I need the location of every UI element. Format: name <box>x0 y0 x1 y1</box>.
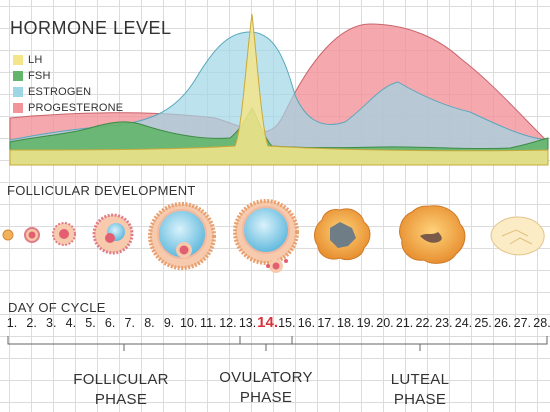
day-label: 23. <box>435 316 453 330</box>
day-label: 11. <box>200 316 217 330</box>
day-label: 9. <box>163 316 175 330</box>
day-label: 5. <box>85 316 96 330</box>
ovulating-follicle <box>233 199 299 273</box>
luteal-bracket <box>291 336 548 345</box>
early-antral-follicle <box>92 213 134 255</box>
day-label: 7. <box>124 316 135 330</box>
day-label: 15. <box>278 316 296 330</box>
antral-follicle <box>148 202 216 270</box>
ovulatory-phase-label: OVULATORY PHASE <box>206 368 326 408</box>
day-label: 4. <box>65 316 77 330</box>
estrogen-swatch <box>13 87 23 97</box>
progesterone-swatch <box>13 103 23 113</box>
follicular-development-title: FOLLICULAR DEVELOPMENT <box>7 183 196 198</box>
follicular-phase-line1: FOLLICULAR <box>73 371 169 388</box>
corpus-albicans <box>490 216 545 256</box>
ovulatory-phase-line1: OVULATORY <box>219 369 313 386</box>
luteal-phase-line2: PHASE <box>393 391 447 408</box>
corpus-luteum-early <box>314 208 371 261</box>
corpus-luteum-mature <box>399 205 466 264</box>
day-label: 8. <box>144 316 155 330</box>
day-of-cycle-axis: 1. 2. 3. 4. 5. 6. 7. 8. 9. 10. 11. 12. 13. 14. 15. 16. 1… <box>4 314 550 334</box>
legend-item-estrogen: ESTROGEN <box>13 84 123 100</box>
fsh-swatch <box>13 71 23 81</box>
legend-item-progesterone: PROGESTERONE <box>13 100 123 116</box>
hormone-legend: LH FSH ESTROGEN PROGESTERONE <box>13 52 123 116</box>
day-label: 3. <box>46 316 57 330</box>
day-label: 22. <box>415 316 433 330</box>
day-label: 2. <box>26 316 37 330</box>
day-label: 6. <box>104 316 116 330</box>
lh-swatch <box>13 55 23 65</box>
follicular-phase-label: FOLLICULAR PHASE <box>56 370 186 410</box>
day-label: 10. <box>179 316 198 330</box>
day-label: 24. <box>454 316 473 330</box>
legend-item-fsh: FSH <box>13 68 123 84</box>
day-of-cycle-title: DAY OF CYCLE <box>8 300 106 315</box>
day-label: 19. <box>356 316 375 330</box>
day-label: 17. <box>317 316 335 330</box>
day-label: 18. <box>337 316 355 330</box>
primary-follicle <box>24 227 40 243</box>
day-label: 16. <box>297 316 316 330</box>
luteal-phase-line1: LUTEAL <box>390 371 450 388</box>
follicular-bracket <box>7 336 241 345</box>
day-label: 27. <box>513 316 532 330</box>
ovulatory-bracket <box>239 336 293 345</box>
legend-label: LH <box>28 54 43 66</box>
day-label: 14. <box>257 314 279 331</box>
day-label: 12. <box>219 316 237 330</box>
hormone-level-title: HORMONE LEVEL <box>10 18 172 38</box>
day-label: 28. <box>533 316 550 330</box>
day-label: 1. <box>6 316 18 330</box>
lh-curve <box>9 13 549 166</box>
secondary-follicle <box>52 222 76 246</box>
follicular-phase-line2: PHASE <box>94 391 148 408</box>
day-label: 26. <box>494 316 512 330</box>
legend-item-lh: LH <box>13 52 123 68</box>
legend-label: FSH <box>28 70 51 82</box>
legend-label: ESTROGEN <box>28 86 92 98</box>
day-label: 13. <box>238 316 257 330</box>
primordial-follicle <box>2 229 14 241</box>
luteal-phase-label: LUTEAL PHASE <box>370 370 470 410</box>
day-label: 20. <box>376 316 394 330</box>
day-label: 21. <box>395 316 414 330</box>
day-label: 25. <box>474 316 492 330</box>
legend-label: PROGESTERONE <box>28 102 124 114</box>
ovulatory-phase-line2: PHASE <box>239 389 293 406</box>
